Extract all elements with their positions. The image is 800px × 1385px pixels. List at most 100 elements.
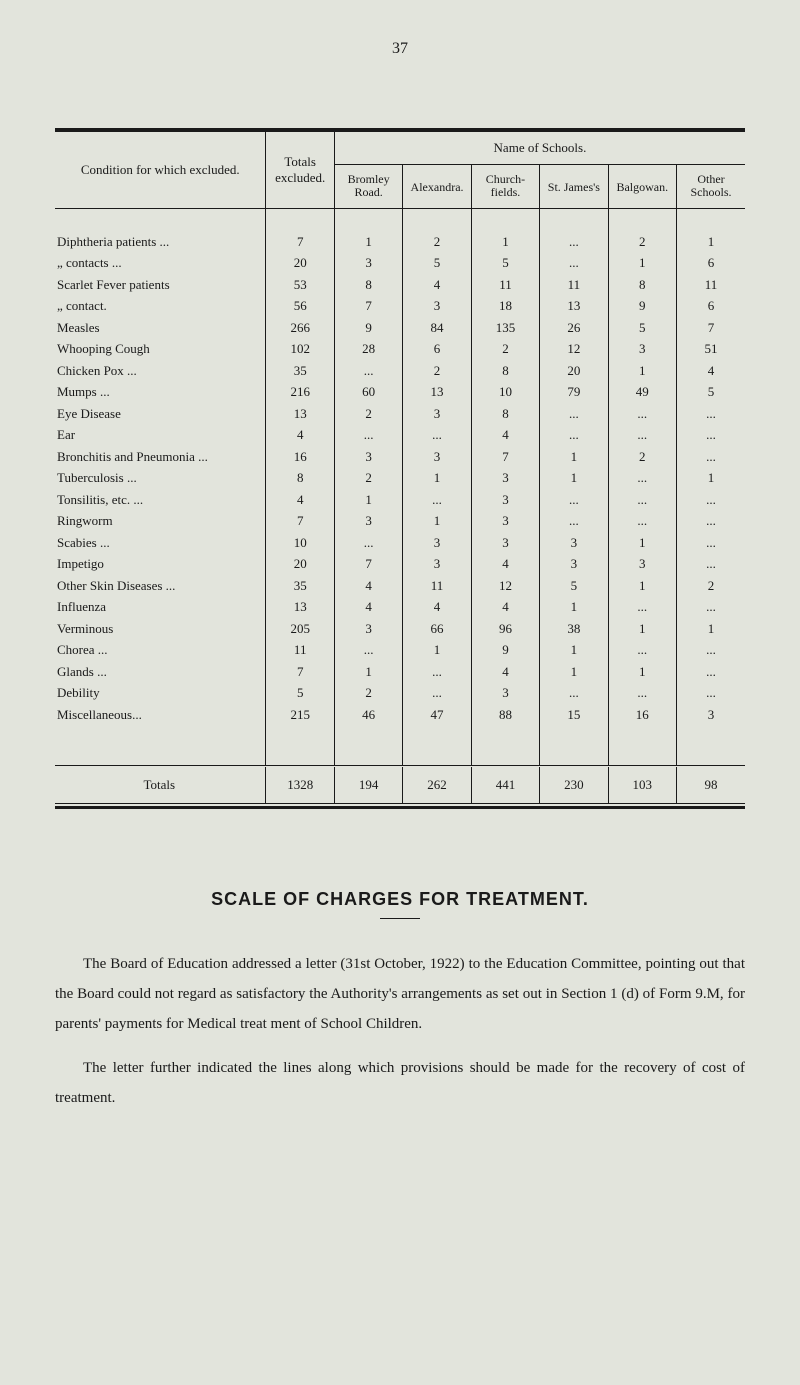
cell: 56 [266,295,334,317]
cell: 16 [266,446,334,468]
cell: ... [608,596,676,618]
cell: 2 [403,360,471,382]
cell: 215 [266,704,334,726]
cell: 216 [266,381,334,403]
cell: ... [608,682,676,704]
cell: 3 [540,553,608,575]
cell: 26 [540,317,608,339]
cell: ... [540,682,608,704]
cell: 1 [677,467,745,489]
table-body: Diphtheria patients ...7121...21„ contac… [55,209,745,726]
totals-val-4: 230 [540,767,608,803]
row-label: Debility [55,682,266,704]
cell: 2 [471,338,539,360]
row-label: Diphtheria patients ... [55,231,266,253]
cell: ... [608,424,676,446]
table-row: Bronchitis and Pneumonia ...1633712... [55,446,745,468]
cell: ... [540,489,608,511]
table-row: Ear4......4......... [55,424,745,446]
table-row: Tuberculosis ...82131...1 [55,467,745,489]
cell: 46 [334,704,402,726]
cell: 15 [540,704,608,726]
cell: 4 [471,553,539,575]
cell: 3 [334,446,402,468]
cell: ... [608,467,676,489]
cell: 1 [608,618,676,640]
row-label: Influenza [55,596,266,618]
col-header-totals: Totals excluded. [266,132,334,209]
table-row: Verminous205366963811 [55,618,745,640]
cell: ... [608,403,676,425]
cell: 8 [334,274,402,296]
cell: 4 [266,489,334,511]
cell: 5 [540,575,608,597]
cell: ... [540,510,608,532]
cell: 1 [540,661,608,683]
cell: 7 [471,446,539,468]
row-label: Chorea ... [55,639,266,661]
row-label: Scabies ... [55,532,266,554]
row-label: „ contacts ... [55,252,266,274]
cell: ... [403,489,471,511]
table-row: Chicken Pox ...35...282014 [55,360,745,382]
cell: 51 [677,338,745,360]
under-totals-rule-thick [55,806,745,809]
cell: 88 [471,704,539,726]
cell: 1 [677,231,745,253]
cell: 3 [471,532,539,554]
cell: 11 [677,274,745,296]
cell: ... [677,489,745,511]
cell: 135 [471,317,539,339]
totals-val-0: 1328 [266,767,334,803]
cell: 10 [266,532,334,554]
col-header-school-2: Church­fields. [471,165,539,209]
cell: 9 [608,295,676,317]
cell: 28 [334,338,402,360]
table-row: Glands ...71...411... [55,661,745,683]
cell: 12 [471,575,539,597]
cell: ... [677,661,745,683]
cell: 12 [540,338,608,360]
cell: 16 [608,704,676,726]
cell: 266 [266,317,334,339]
row-label: Glands ... [55,661,266,683]
body-spacer-top [55,209,745,231]
cell: 7 [266,231,334,253]
cell: 79 [540,381,608,403]
cell: 3 [471,467,539,489]
cell: 10 [471,381,539,403]
cell: 13 [266,596,334,618]
cell: 7 [677,317,745,339]
cell: 1 [334,231,402,253]
cell: ... [540,424,608,446]
cell: ... [540,252,608,274]
cell: 1 [403,510,471,532]
cell: 1 [608,532,676,554]
cell: 66 [403,618,471,640]
cell: 1 [608,661,676,683]
cell: 18 [471,295,539,317]
totals-val-3: 441 [471,767,539,803]
table-row: „ contacts ...20355...16 [55,252,745,274]
table-row: Whooping Cough102286212351 [55,338,745,360]
cell: ... [334,360,402,382]
row-label: „ contact. [55,295,266,317]
cell: ... [403,424,471,446]
cell: ... [334,639,402,661]
cell: 1 [608,360,676,382]
col-header-school-3: St. James's [540,165,608,209]
table-super-header-row: Condition for which excluded. Totals exc… [55,132,745,165]
cell: 35 [266,360,334,382]
cell: ... [334,424,402,446]
cell: 8 [471,403,539,425]
cell: 3 [403,532,471,554]
cell: 84 [403,317,471,339]
cell: 1 [403,467,471,489]
cell: 7 [266,661,334,683]
cell: 11 [540,274,608,296]
cell: 7 [266,510,334,532]
cell: 3 [403,553,471,575]
cell: 20 [540,360,608,382]
cell: 2 [334,682,402,704]
exclusions-table: Condition for which excluded. Totals exc… [55,131,745,803]
